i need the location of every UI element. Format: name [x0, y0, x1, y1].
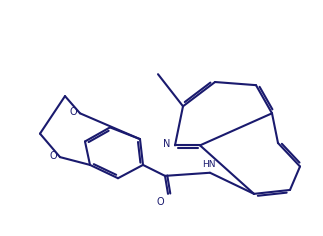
Text: N: N	[163, 139, 171, 149]
Text: O: O	[50, 151, 57, 161]
Text: HN: HN	[202, 160, 216, 169]
Text: O: O	[69, 107, 77, 117]
Text: O: O	[157, 197, 164, 207]
